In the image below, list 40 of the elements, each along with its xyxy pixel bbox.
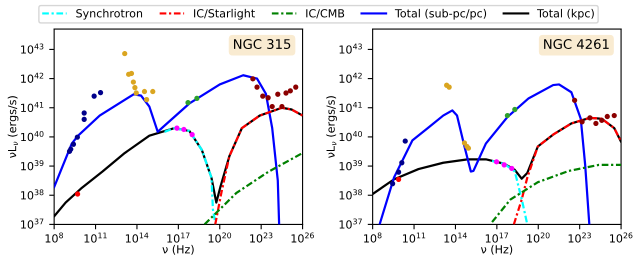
y-tick-label: 10$^{37}$ <box>21 218 44 229</box>
y-tick-label: 10$^{39}$ <box>21 160 44 170</box>
x-tick-label: 10$^{26}$ <box>610 232 632 243</box>
line-series <box>203 152 303 224</box>
x-axis-title: ν (Hz) <box>480 244 512 255</box>
x-axis-title: ν (Hz) <box>162 244 194 255</box>
y-axis-title: νL$_{ν}$ (ergs/s) <box>326 96 337 158</box>
annotation: NGC 315 <box>234 39 290 50</box>
x-tick-label: 10$^{17}$ <box>167 232 190 243</box>
legend-label: IC/CMB <box>306 9 344 18</box>
y-tick-label: 10$^{42}$ <box>21 72 44 83</box>
y-tick-label: 10$^{43}$ <box>21 44 44 54</box>
x-tick-label: 10$^{20}$ <box>527 232 550 243</box>
x-tick-label: 10$^{14}$ <box>444 232 467 243</box>
x-tick-label: 10$^{14}$ <box>126 232 148 243</box>
y-tick-label: 10$^{41}$ <box>21 102 44 112</box>
y-tick-label: 10$^{43}$ <box>340 44 362 54</box>
x-tick-label: 10$^{26}$ <box>292 232 314 243</box>
x-tick-label: 10$^{11}$ <box>84 232 107 243</box>
y-tick-label: 10$^{39}$ <box>340 160 362 170</box>
legend-label: Total (sub-pc/pc) <box>394 8 486 20</box>
legend-label: Synchrotron <box>76 8 142 20</box>
x-tick-label: 10$^{23}$ <box>568 232 591 243</box>
annotation: NGC 4261 <box>544 39 609 50</box>
y-axis-title: νL$_{ν}$ (ergs/s) <box>8 96 18 158</box>
y-tick-label: 10$^{38}$ <box>21 189 44 200</box>
x-tick-label: 10$^{23}$ <box>250 232 272 243</box>
x-tick-label: 10$^{8}$ <box>46 232 64 243</box>
y-tick-label: 10$^{41}$ <box>340 102 362 112</box>
y-tick-label: 10$^{40}$ <box>21 131 44 142</box>
legend-label: Total (kpc) <box>537 8 594 20</box>
x-tick-label: 10$^{11}$ <box>402 232 426 243</box>
x-tick-label: 10$^{8}$ <box>364 232 382 243</box>
y-tick-label: 10$^{38}$ <box>340 189 362 200</box>
legend-label: IC/Starlight <box>194 8 255 20</box>
y-tick-label: 10$^{37}$ <box>340 218 362 229</box>
x-tick-label: 10$^{17}$ <box>486 232 508 243</box>
y-tick-label: 10$^{40}$ <box>340 131 362 142</box>
x-tick-label: 10$^{20}$ <box>208 232 232 243</box>
y-tick-label: 10$^{42}$ <box>340 72 362 83</box>
